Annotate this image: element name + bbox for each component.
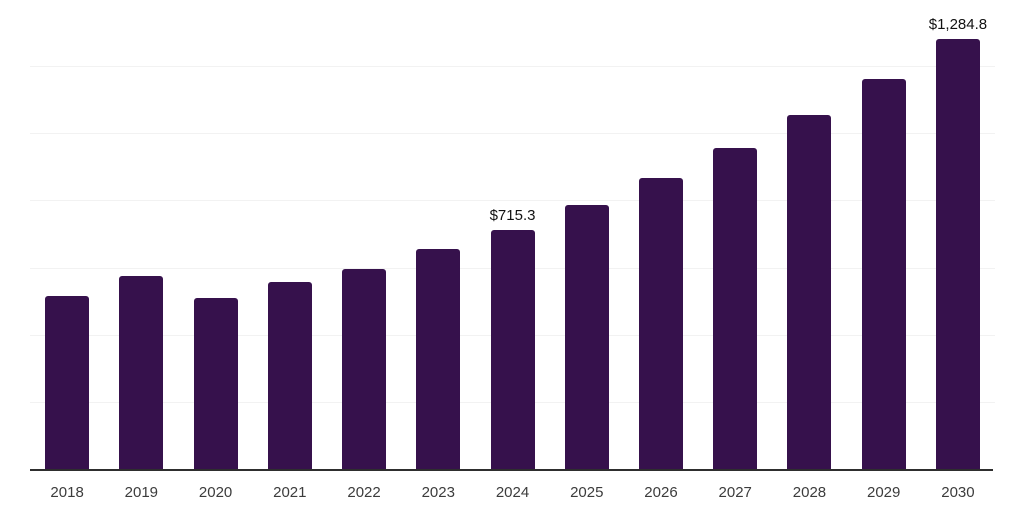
bar-2023 <box>416 249 461 470</box>
bar-2025 <box>564 205 609 470</box>
x-tick-2018: 2018 <box>50 484 84 501</box>
bar-2026 <box>638 178 683 470</box>
gridline-1200 <box>30 66 995 68</box>
bar-slot-2029 <box>847 0 921 470</box>
x-tick-2029: 2029 <box>867 484 901 501</box>
bar-2028 <box>787 115 832 470</box>
x-tick-2019: 2019 <box>124 484 159 501</box>
bar-2024 <box>490 229 535 470</box>
bar-slot-2021 <box>253 0 327 470</box>
x-axis-labels: 2018 2019 2020 2021 2022 2023 2024 2025 2026 2027… <box>30 484 995 502</box>
bar-slot-2024: $715.3 <box>475 0 549 470</box>
bar-2021 <box>267 282 312 470</box>
bar-2022 <box>342 269 387 470</box>
x-tick-2030: 2030 <box>941 484 975 501</box>
bar-slot-2022 <box>327 0 401 470</box>
bar-slot-2023 <box>401 0 475 470</box>
x-tick-2028: 2028 <box>792 484 827 501</box>
plot-area: $715.3 $1,284.8 <box>30 0 995 470</box>
bar-slot-2020 <box>178 0 252 470</box>
data-label-2024: $715.3 <box>489 206 536 224</box>
bar-slot-2025 <box>550 0 624 470</box>
data-label-2030: $1,284.8 <box>928 15 988 33</box>
bar-slot-2018 <box>30 0 104 470</box>
bar-slot-2026 <box>624 0 698 470</box>
bar-2019 <box>119 275 164 470</box>
bar-slot-2027 <box>698 0 772 470</box>
x-tick-2023: 2023 <box>421 484 455 501</box>
bar-slot-2030: $1,284.8 <box>921 0 995 470</box>
x-tick-2027: 2027 <box>718 484 752 501</box>
x-tick-2025: 2025 <box>570 484 604 501</box>
x-tick-2026: 2026 <box>644 484 678 501</box>
x-tick-2021: 2021 <box>273 484 307 501</box>
bar-2027 <box>713 148 758 470</box>
gridline-1000 <box>30 133 995 135</box>
bar-2020 <box>193 298 238 470</box>
gridline-800 <box>30 200 995 202</box>
bar-slot-2019 <box>104 0 178 470</box>
x-tick-2024: 2024 <box>495 484 530 501</box>
x-axis-line <box>30 469 993 471</box>
bar-2030 <box>935 38 980 470</box>
bar-2029 <box>861 78 906 470</box>
x-tick-2022: 2022 <box>347 484 381 501</box>
bar-slot-2028 <box>772 0 846 470</box>
bar-2018 <box>45 296 90 470</box>
x-tick-2020: 2020 <box>198 484 233 501</box>
bars-row: $715.3 $1,284.8 <box>30 0 995 470</box>
